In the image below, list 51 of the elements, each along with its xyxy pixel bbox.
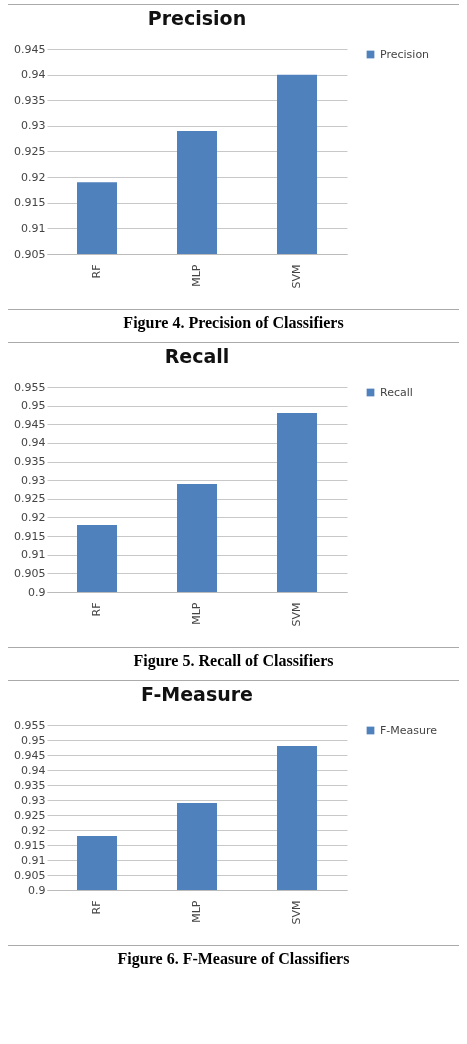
- y-tick-label: 0.95: [21, 733, 46, 747]
- y-tick-label: 0.91: [21, 221, 46, 235]
- y-tick-label: 0.92: [21, 823, 46, 837]
- y-tick-label: 0.905: [14, 247, 46, 261]
- chart-title: Precision: [147, 7, 247, 29]
- y-tick-label: 0.93: [21, 473, 46, 487]
- y-tick-label: 0.93: [21, 119, 46, 133]
- y-tick-label: 0.93: [21, 793, 46, 807]
- y-tick-label: 0.945: [14, 42, 46, 56]
- y-tick-label: 0.915: [14, 838, 46, 852]
- x-tick-label: RF: [90, 602, 103, 617]
- y-tick-label: 0.94: [21, 763, 46, 777]
- y-tick-label: 0.955: [14, 380, 46, 394]
- y-tick-label: 0.945: [14, 748, 46, 762]
- y-tick-label: 0.905: [14, 566, 46, 580]
- y-tick-label: 0.925: [14, 808, 46, 822]
- y-tick-label: 0.91: [21, 853, 46, 867]
- y-tick-label: 0.945: [14, 417, 46, 431]
- legend-label: F-Measure: [380, 723, 438, 737]
- y-tick-label: 0.935: [14, 93, 46, 107]
- x-tick-label: SVM: [290, 264, 303, 289]
- caption: Figure 4. Precision of Classifiers: [122, 314, 345, 332]
- y-tick-label: 0.955: [14, 718, 46, 732]
- y-tick-label: 0.9: [28, 585, 46, 599]
- caption: Figure 5. Recall of Classifiers: [132, 652, 335, 670]
- chart-title: Recall: [164, 345, 230, 367]
- y-tick-label: 0.92: [21, 510, 46, 524]
- y-tick-label: 0.925: [14, 492, 46, 506]
- legend-label: Recall: [380, 385, 413, 399]
- x-tick-label: MLP: [190, 900, 203, 923]
- x-tick-label: SVM: [290, 900, 303, 925]
- x-tick-label: MLP: [190, 602, 203, 625]
- y-tick-label: 0.905: [14, 868, 46, 882]
- y-tick-label: 0.935: [14, 455, 46, 469]
- caption: Figure 6. F-Measure of Classifiers: [116, 950, 351, 968]
- x-tick-label: RF: [90, 900, 103, 915]
- x-tick-label: RF: [90, 264, 103, 279]
- x-tick-label: MLP: [190, 264, 203, 287]
- x-tick-label: SVM: [290, 602, 303, 627]
- y-tick-label: 0.94: [21, 436, 46, 450]
- y-tick-label: 0.91: [21, 548, 46, 562]
- y-tick-label: 0.925: [14, 145, 46, 158]
- chart-title: F-Measure: [141, 683, 253, 705]
- y-tick-label: 0.92: [21, 170, 46, 184]
- y-tick-label: 0.9: [28, 883, 46, 897]
- legend-label: Precision: [380, 47, 430, 61]
- y-tick-label: 0.935: [14, 778, 46, 792]
- y-tick-label: 0.915: [14, 196, 46, 210]
- y-tick-label: 0.915: [14, 529, 46, 543]
- y-tick-label: 0.94: [21, 68, 46, 82]
- y-tick-label: 0.95: [21, 399, 46, 413]
